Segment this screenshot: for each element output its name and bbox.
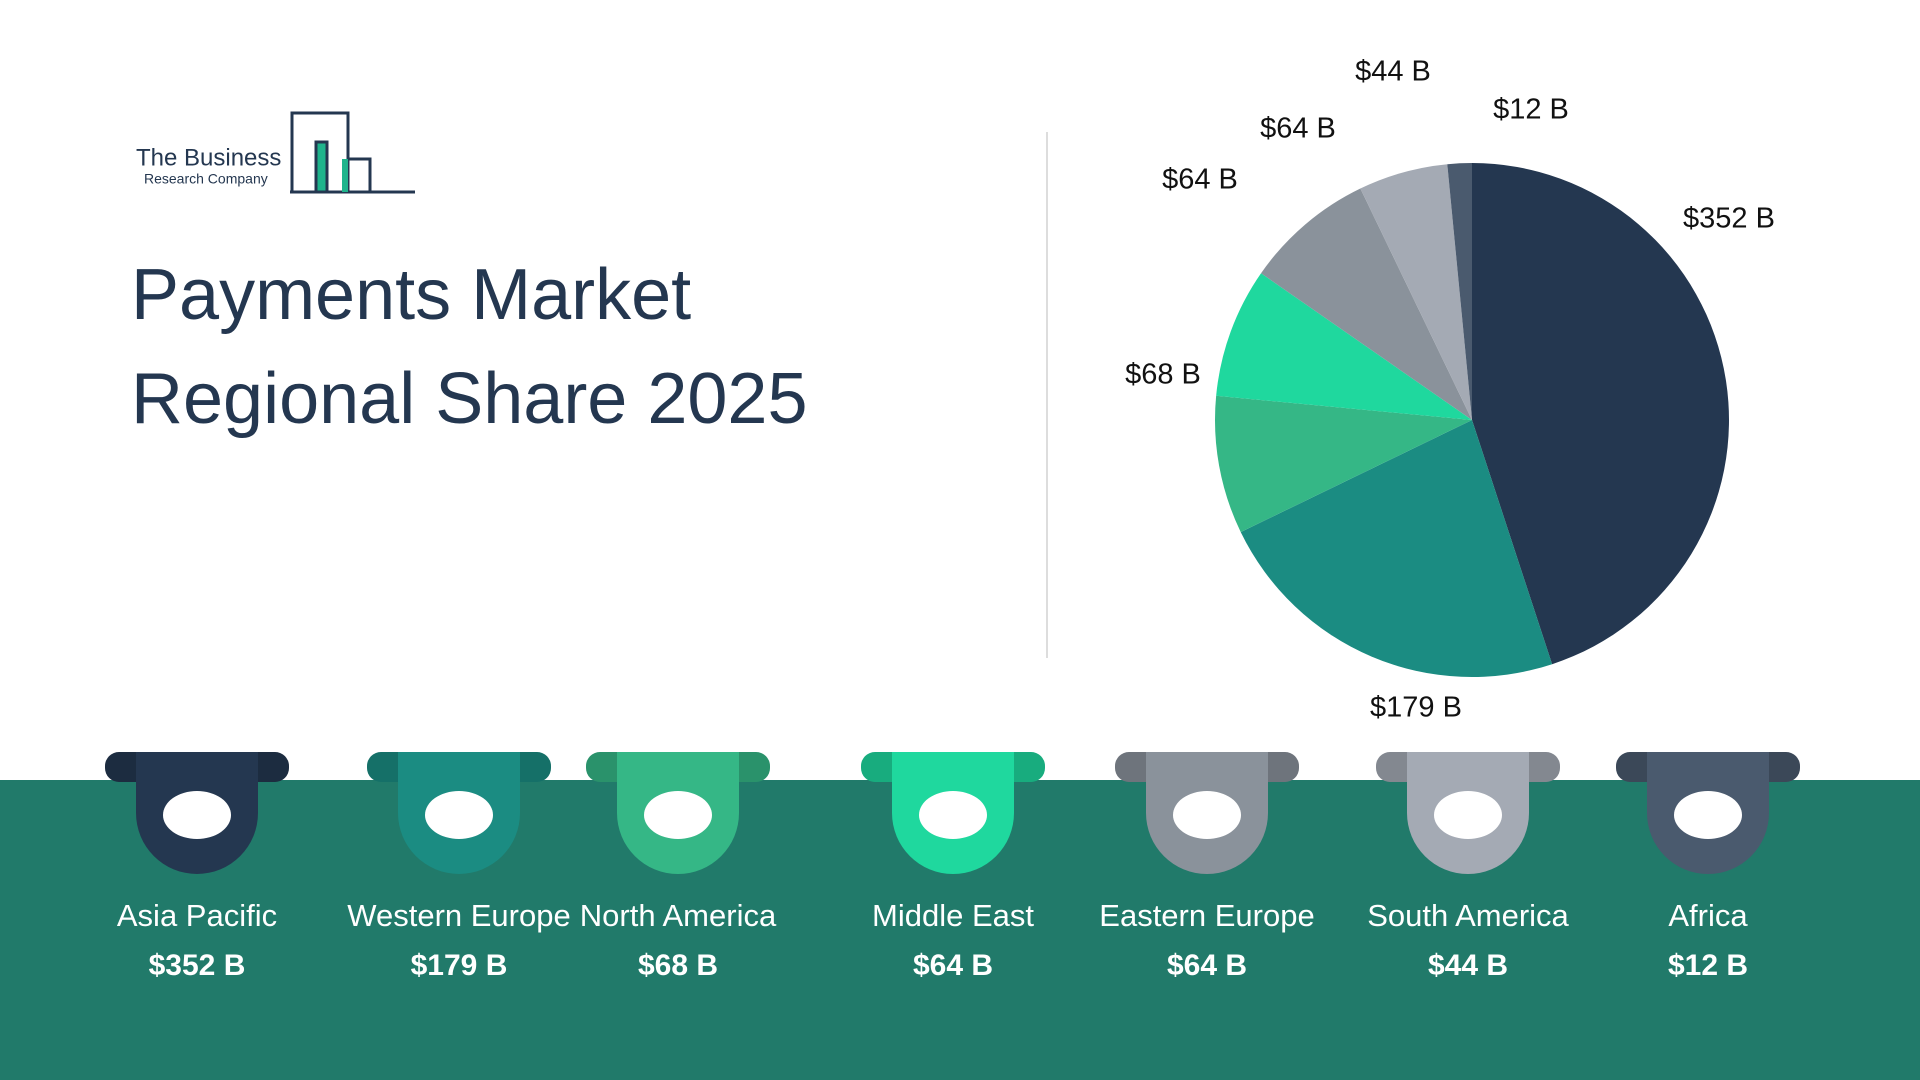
logo-buildings xyxy=(290,111,415,194)
region-name: North America xyxy=(580,898,777,933)
region-value: $179 B xyxy=(411,949,508,982)
slice-label: $64 B xyxy=(1162,164,1238,196)
slice-label: $44 B xyxy=(1355,56,1431,88)
region-icon xyxy=(425,791,493,839)
pie-slice xyxy=(1472,163,1729,665)
region-icon xyxy=(1674,791,1742,839)
slice-label: $12 B xyxy=(1493,94,1569,126)
chart-subtitle: Regional Share 2025 xyxy=(131,359,808,439)
region-value: $352 B xyxy=(149,949,246,982)
region-icon xyxy=(1173,791,1241,839)
region-value: $12 B xyxy=(1668,949,1748,982)
logo-bar xyxy=(342,159,348,192)
region-value: $64 B xyxy=(913,949,993,982)
logo-bar xyxy=(314,140,329,194)
pie-slice xyxy=(1447,163,1472,420)
region-value: $64 B xyxy=(1167,949,1247,982)
pie-slice xyxy=(1215,395,1472,533)
region-name: South America xyxy=(1367,898,1569,933)
region-name: Middle East xyxy=(872,898,1034,933)
region-icon xyxy=(1434,791,1502,839)
slice-label: $64 B xyxy=(1260,113,1336,145)
pie-slice xyxy=(1261,188,1472,420)
region-name: Asia Pacific xyxy=(117,898,277,933)
pie-slice xyxy=(1216,273,1472,420)
logo-subtext: Research Company xyxy=(144,171,268,187)
chart-title: Payments Market xyxy=(131,255,691,335)
region-name: Western Europe xyxy=(347,898,570,933)
region-name: Africa xyxy=(1668,898,1748,933)
region-icon xyxy=(163,791,231,839)
region-icon xyxy=(644,791,712,839)
region-value: $68 B xyxy=(638,949,718,982)
logo-text: The Business xyxy=(136,144,281,171)
pie-slice xyxy=(1360,164,1472,420)
slice-label: $352 B xyxy=(1683,203,1775,235)
logo xyxy=(290,111,415,194)
region-name: Eastern Europe xyxy=(1099,898,1314,933)
region-icon xyxy=(919,791,987,839)
slice-label: $68 B xyxy=(1125,359,1201,391)
pie-slice xyxy=(1240,420,1553,677)
region-value: $44 B xyxy=(1428,949,1508,982)
slice-label: $179 B xyxy=(1370,692,1462,724)
